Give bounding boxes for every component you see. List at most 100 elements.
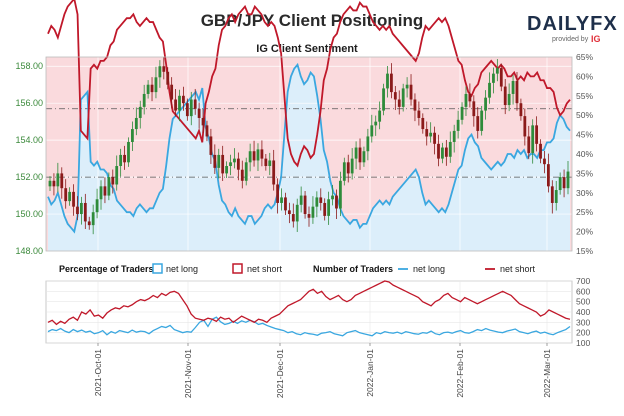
- candle-body: [287, 210, 291, 215]
- candle-body: [476, 116, 480, 131]
- price-tick-label: 158.00: [15, 61, 43, 71]
- legend-num-short-label: net short: [500, 264, 536, 274]
- percent-tick-label: 20%: [576, 227, 593, 237]
- legend: Percentage of Traders net long net short…: [59, 263, 536, 274]
- count-tick-label: 300: [576, 317, 590, 327]
- count-net-long-line: [47, 316, 571, 337]
- candle-body: [252, 151, 256, 161]
- candle-body: [52, 180, 56, 187]
- count-tick-label: 700: [576, 276, 590, 286]
- percent-tick-label: 35%: [576, 168, 593, 178]
- net-long-line: [47, 62, 571, 234]
- candle-body: [299, 195, 303, 205]
- legend-pct-long-label: net long: [166, 264, 198, 274]
- candle-body: [217, 154, 221, 168]
- candle-body: [401, 88, 405, 107]
- candle-body: [221, 154, 225, 174]
- date-tick-label: 2021-Oct-01: [93, 349, 103, 397]
- candle-body: [68, 191, 72, 202]
- candle-body: [433, 132, 436, 144]
- percent-tick-label: 50%: [576, 110, 593, 120]
- candle-body: [83, 202, 87, 222]
- brand-name: DAILYFX: [527, 13, 618, 35]
- candle-body: [131, 129, 134, 142]
- candle-body: [185, 103, 189, 117]
- candle-body: [495, 68, 499, 74]
- candle-body: [209, 136, 213, 155]
- candle-body: [295, 204, 299, 222]
- candle-body: [166, 71, 170, 85]
- count-tick-label: 600: [576, 286, 590, 296]
- candle-body: [201, 117, 205, 126]
- price-tick-label: 150.00: [15, 209, 43, 219]
- candle-body: [48, 180, 52, 187]
- candle-body: [354, 147, 358, 159]
- dailyfx-logo: DAILYFX provided by IG: [527, 13, 618, 44]
- candle-body: [56, 173, 60, 187]
- candle-body: [370, 125, 374, 137]
- candle-body: [535, 125, 539, 144]
- candle-body: [523, 116, 527, 137]
- candle-body: [527, 136, 531, 154]
- price-sentiment-panel: 158.00 156.00 154.00 152.00 150.00 148.00 65%…: [15, 0, 593, 256]
- percent-tick-label: 15%: [576, 246, 593, 256]
- candle-body: [95, 199, 99, 213]
- date-axis: 2021-Oct-01 2021-Nov-01 2021-Dec-01 2022-Ja…: [93, 343, 552, 398]
- candle-body: [327, 199, 331, 216]
- candlesticks: [48, 57, 570, 235]
- legend-pct-long-swatch: [152, 263, 163, 274]
- candle-body: [374, 121, 378, 126]
- legend-num-title: Number of Traders: [313, 264, 393, 274]
- percent-tick-label: 40%: [576, 149, 593, 159]
- candle-body: [519, 103, 523, 117]
- candle-body: [280, 197, 283, 203]
- candle-body: [158, 66, 162, 78]
- candle-body: [338, 180, 342, 209]
- candle-body: [142, 93, 146, 107]
- brand-tagline: provided by: [552, 36, 589, 43]
- candle-body: [413, 99, 417, 111]
- candle-body: [378, 110, 382, 122]
- candle-body: [134, 117, 138, 130]
- candle-body: [76, 206, 79, 215]
- candle-body: [421, 117, 425, 130]
- candle-body: [154, 77, 158, 93]
- candle-body: [464, 93, 468, 107]
- candle-body: [213, 154, 217, 168]
- candle-body: [205, 125, 209, 137]
- candle-body: [546, 164, 550, 187]
- price-tick-label: 148.00: [15, 246, 43, 256]
- net-long-area: [48, 64, 570, 251]
- candle-body: [460, 106, 464, 120]
- candle-body: [358, 147, 362, 163]
- candle-body: [87, 221, 91, 226]
- candle-body: [284, 197, 287, 211]
- candle-body: [366, 136, 370, 152]
- candle-body: [468, 93, 472, 102]
- candle-body: [558, 177, 562, 191]
- candle-body: [507, 93, 511, 106]
- candle-body: [511, 81, 515, 94]
- candle-body: [448, 141, 452, 157]
- price-tick-label: 154.00: [15, 135, 43, 145]
- candle-body: [472, 101, 476, 117]
- candle-body: [233, 158, 236, 163]
- candle-body: [429, 132, 433, 137]
- candle-body: [319, 197, 323, 203]
- candle-body: [480, 110, 484, 131]
- candle-body: [236, 158, 240, 170]
- date-tick-label: 2022-Jan-01: [365, 349, 375, 397]
- candle-body: [189, 99, 193, 117]
- candle-body: [543, 158, 546, 165]
- candle-body: [417, 110, 421, 118]
- candle-body: [272, 160, 276, 185]
- candle-body: [248, 151, 252, 163]
- chart-title: GBP/JPY Client Positioning: [201, 11, 424, 30]
- count-tick-label: 500: [576, 297, 590, 307]
- candle-body: [346, 162, 350, 174]
- count-tick-label: 200: [576, 328, 590, 338]
- candle-body: [193, 99, 197, 109]
- candle-body: [441, 147, 444, 159]
